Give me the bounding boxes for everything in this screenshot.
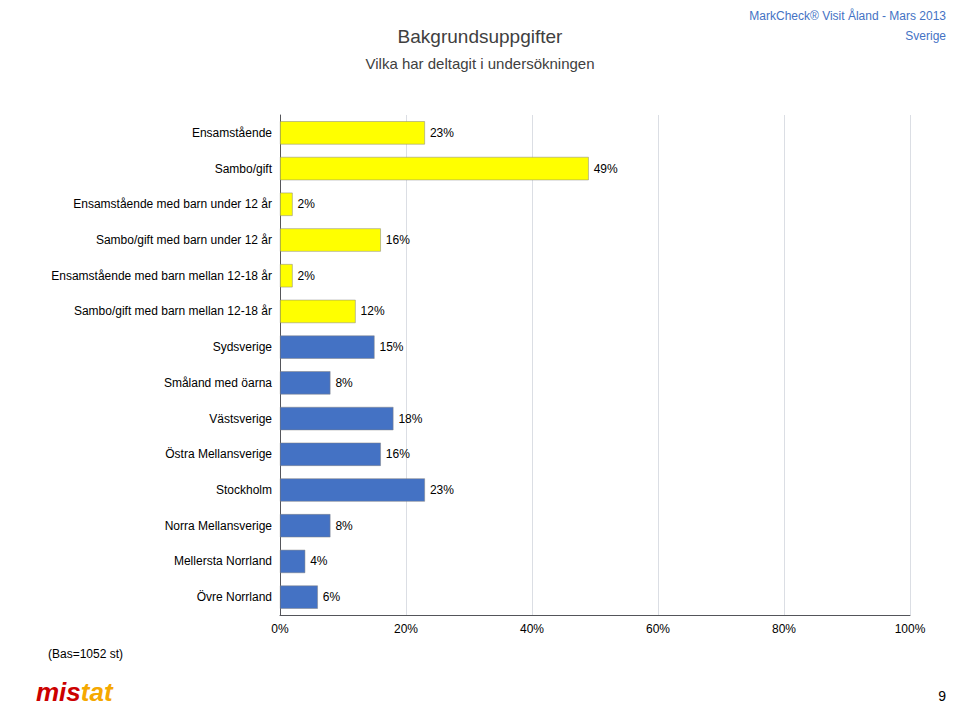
svg-text:Mellersta Norrland: Mellersta Norrland (174, 554, 272, 568)
svg-text:Ensamstående med barn under 12: Ensamstående med barn under 12 år (73, 197, 272, 211)
svg-text:Ensamstående med barn mellan 1: Ensamstående med barn mellan 12-18 år (51, 269, 272, 283)
svg-text:Bakgrundsuppgifter: Bakgrundsuppgifter (398, 26, 563, 47)
svg-text:60%: 60% (646, 622, 670, 636)
svg-text:Vilka har deltagit i undersökn: Vilka har deltagit i undersökningen (365, 55, 594, 72)
svg-text:Stockholm: Stockholm (216, 483, 272, 497)
svg-text:4%: 4% (310, 554, 328, 568)
svg-text:(Bas=1052 st): (Bas=1052 st) (48, 647, 123, 661)
svg-text:MarkCheck® Visit Åland - Mars: MarkCheck® Visit Åland - Mars 2013 (749, 8, 946, 23)
svg-text:20%: 20% (394, 622, 418, 636)
svg-text:Småland med öarna: Småland med öarna (164, 376, 272, 390)
svg-text:9: 9 (938, 688, 946, 704)
svg-text:2%: 2% (298, 197, 316, 211)
svg-text:40%: 40% (520, 622, 544, 636)
svg-text:tat: tat (81, 677, 114, 707)
svg-text:mis: mis (36, 677, 81, 707)
svg-text:16%: 16% (386, 447, 410, 461)
svg-text:6%: 6% (323, 590, 341, 604)
svg-text:18%: 18% (398, 412, 422, 426)
svg-text:Östra Mellansverige: Östra Mellansverige (165, 447, 272, 461)
svg-text:15%: 15% (380, 340, 404, 354)
svg-text:16%: 16% (386, 233, 410, 247)
svg-text:Västsverige: Västsverige (209, 412, 272, 426)
svg-text:23%: 23% (430, 126, 454, 140)
svg-text:Sambo/gift: Sambo/gift (215, 162, 273, 176)
svg-text:Sverige: Sverige (905, 29, 946, 43)
svg-text:Ensamstående: Ensamstående (192, 126, 272, 140)
svg-text:Sambo/gift med barn under 12 å: Sambo/gift med barn under 12 år (96, 233, 272, 247)
svg-text:0%: 0% (271, 622, 289, 636)
svg-text:12%: 12% (361, 304, 385, 318)
svg-text:Sambo/gift med barn mellan 12-: Sambo/gift med barn mellan 12-18 år (74, 304, 272, 318)
svg-text:Sydsverige: Sydsverige (213, 340, 273, 354)
svg-text:2%: 2% (298, 269, 316, 283)
svg-text:23%: 23% (430, 483, 454, 497)
svg-text:100%: 100% (895, 622, 926, 636)
svg-text:80%: 80% (772, 622, 796, 636)
svg-text:8%: 8% (335, 376, 353, 390)
svg-text:8%: 8% (335, 519, 353, 533)
svg-text:Övre Norrland: Övre Norrland (197, 590, 272, 604)
svg-text:49%: 49% (594, 162, 618, 176)
svg-text:Norra Mellansverige: Norra Mellansverige (165, 519, 273, 533)
